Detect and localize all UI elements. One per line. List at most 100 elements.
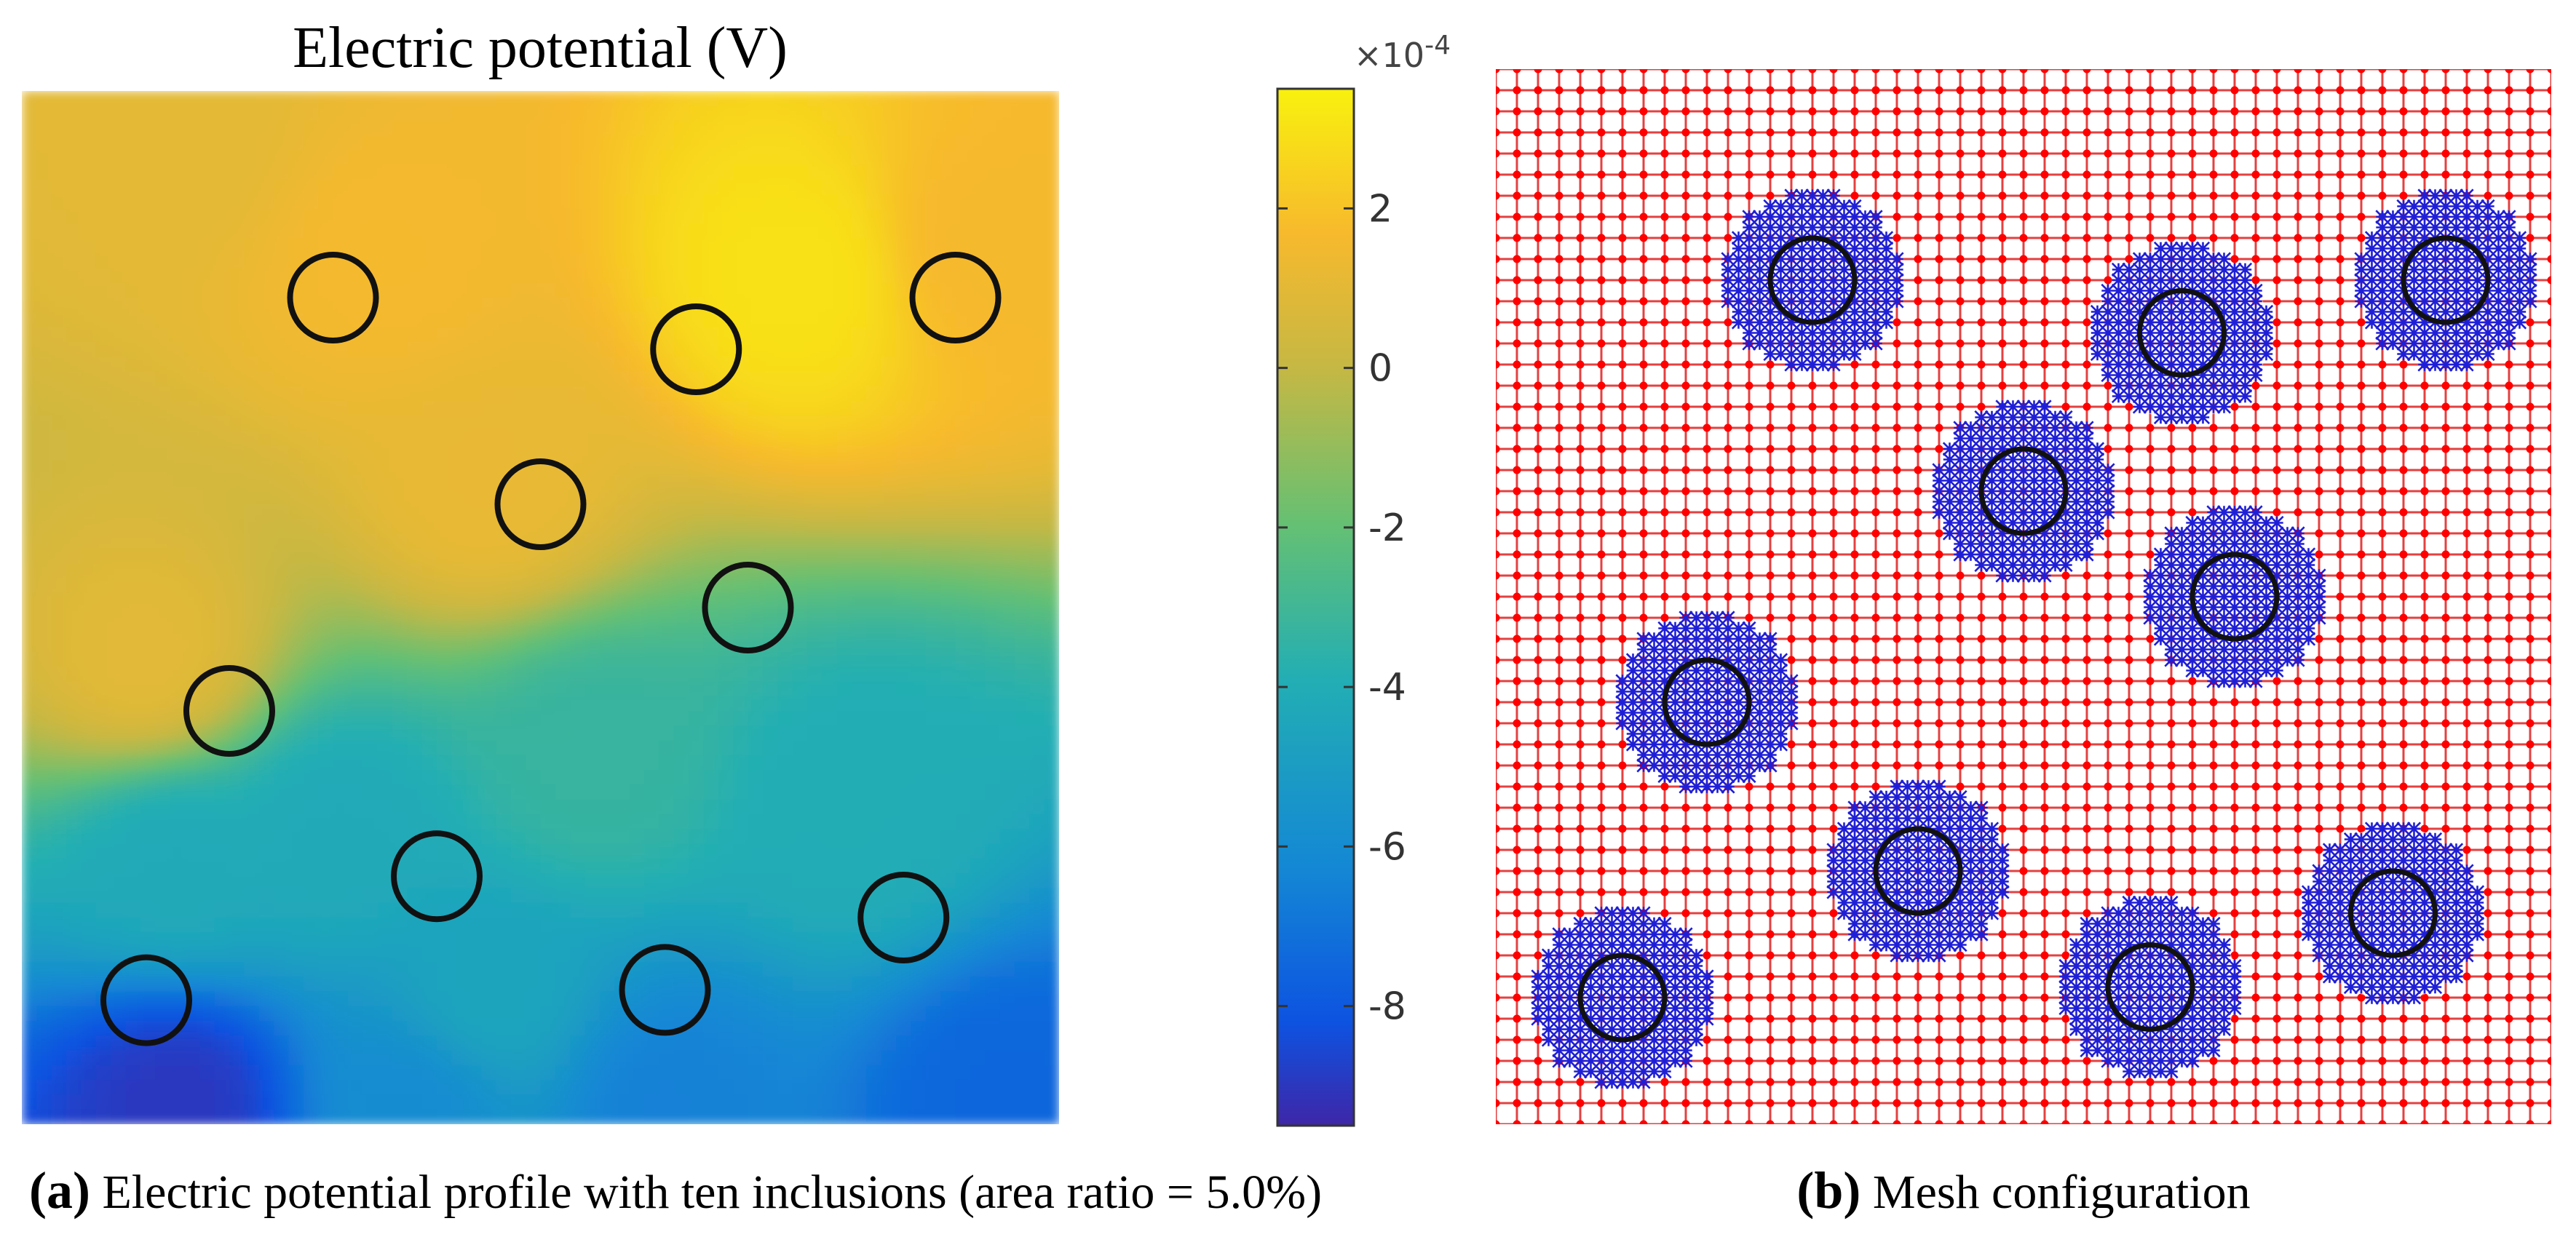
heatmap-cell (673, 1050, 690, 1066)
heatmap-cell (866, 843, 882, 859)
heatmap-cell (199, 784, 215, 800)
heatmap-cell (940, 563, 956, 579)
heatmap-cell (955, 1050, 971, 1066)
heatmap-cell (689, 445, 705, 461)
heatmap-cell (111, 888, 127, 904)
heatmap-cell (866, 238, 882, 255)
heatmap-cell (689, 548, 705, 565)
heatmap-cell (51, 445, 68, 461)
heatmap-cell (748, 1050, 764, 1066)
heatmap-cell (214, 150, 230, 166)
heatmap-cell (689, 667, 705, 683)
heatmap-cell (95, 504, 112, 520)
heatmap-cell (81, 519, 97, 535)
heatmap-cell (911, 711, 927, 727)
heatmap-cell (792, 386, 808, 402)
heatmap-cell (481, 341, 497, 358)
heatmap-cell (155, 725, 171, 741)
heatmap-cell (852, 415, 868, 431)
heatmap-cell (1029, 120, 1045, 136)
heatmap-cell (659, 548, 675, 565)
heatmap-cell (540, 947, 556, 963)
heatmap-cell (81, 1109, 97, 1124)
heatmap-cell (689, 430, 705, 446)
heatmap-cell (1044, 91, 1059, 107)
heatmap-cell (911, 194, 927, 210)
heatmap-cell (689, 888, 705, 904)
heatmap-cell (214, 829, 230, 845)
heatmap-cell (673, 991, 690, 1007)
heatmap-cell (777, 179, 793, 195)
inclusion-circle (2137, 288, 2227, 378)
heatmap-cell (555, 415, 571, 431)
heatmap-cell (881, 371, 897, 387)
heatmap-cell (526, 194, 542, 210)
heatmap-cell (421, 268, 437, 284)
heatmap-cell (881, 489, 897, 505)
heatmap-cell (777, 548, 793, 565)
heatmap-cell (199, 1021, 215, 1037)
heatmap-cell (570, 814, 586, 830)
heatmap-cell (999, 533, 1015, 549)
heatmap-cell (66, 902, 82, 918)
heatmap-cell (95, 150, 112, 166)
heatmap-cell (836, 725, 852, 741)
heatmap-cell (584, 1050, 601, 1066)
refined-mesh-region (2301, 822, 2485, 1005)
heatmap-cell (748, 947, 764, 963)
heatmap-cell (22, 135, 38, 151)
heatmap-cell (540, 1021, 556, 1037)
heatmap-cell (955, 445, 971, 461)
heatmap-cell (614, 770, 630, 786)
heatmap-cell (125, 1065, 141, 1081)
heatmap-cell (36, 223, 52, 239)
heatmap-cell (925, 401, 942, 417)
heatmap-cell (111, 430, 127, 446)
heatmap-cell (911, 755, 927, 771)
heatmap-cell (570, 578, 586, 594)
heatmap-cell (1014, 548, 1031, 565)
heatmap-cell (437, 341, 453, 358)
heatmap-cell (258, 489, 275, 505)
heatmap-cell (822, 888, 838, 904)
heatmap-cell (599, 976, 616, 993)
heatmap-cell (852, 1080, 868, 1096)
heatmap-cell (258, 120, 275, 136)
heatmap-cell (244, 873, 260, 889)
heatmap-cell (199, 504, 215, 520)
heatmap-cell (792, 947, 808, 963)
heatmap-cell (229, 637, 245, 653)
heatmap-cell (911, 637, 927, 653)
heatmap-cell (258, 740, 275, 756)
heatmap-cell (451, 209, 467, 225)
heatmap-cell (466, 106, 483, 122)
heatmap-cell (36, 755, 52, 771)
heatmap-cell (362, 415, 379, 431)
heatmap-cell (392, 474, 408, 490)
heatmap-cell (510, 91, 527, 107)
heatmap-cell (599, 312, 616, 328)
heatmap-cell (258, 548, 275, 565)
heatmap-cell (125, 1050, 141, 1066)
heatmap-cell (881, 770, 897, 786)
heatmap-cell (303, 799, 320, 815)
heatmap-cell (229, 1050, 245, 1066)
heatmap-cell (437, 519, 453, 535)
heatmap-cell (407, 1050, 423, 1066)
heatmap-cell (125, 918, 141, 934)
heatmap-cell (466, 312, 483, 328)
heatmap-cell (303, 401, 320, 417)
heatmap-cell (170, 784, 186, 800)
heatmap-cell (377, 651, 393, 668)
heatmap-cell (911, 371, 927, 387)
heatmap-cell (140, 341, 156, 358)
heatmap-cell (762, 976, 779, 993)
heatmap-cell (896, 755, 912, 771)
heatmap-cell (140, 1050, 156, 1066)
heatmap-cell (229, 415, 245, 431)
heatmap-cell (481, 194, 497, 210)
heatmap-cell (333, 1006, 349, 1022)
heatmap-cell (51, 888, 68, 904)
heatmap-cell (496, 814, 512, 830)
heatmap-cell (733, 740, 749, 756)
